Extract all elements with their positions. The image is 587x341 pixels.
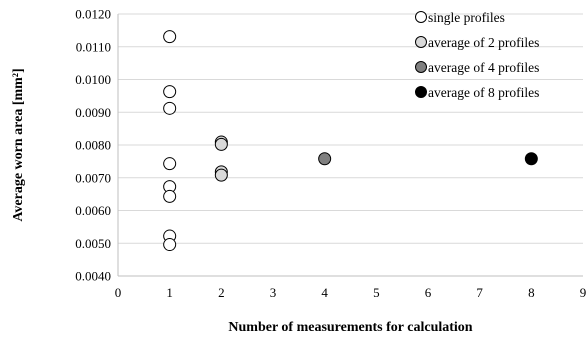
data-point-series-1	[163, 30, 177, 44]
gridlines	[118, 13, 583, 244]
y-tick-label: 0.0100	[75, 72, 111, 87]
data-points	[163, 30, 538, 252]
x-tick-label: 8	[528, 285, 535, 300]
legend-label: average of 8 profiles	[428, 85, 539, 100]
x-tick-label: 5	[373, 285, 380, 300]
y-tick-label: 0.0090	[75, 105, 111, 120]
data-point-series-1	[163, 85, 177, 99]
data-point-series-1	[163, 101, 177, 115]
legend-marker	[415, 86, 427, 98]
x-axis-title: Number of measurements for calculation	[228, 320, 472, 335]
x-tick-label: 7	[476, 285, 483, 300]
x-tick-labels: 0 1 2 3 4 5 6 7 8 9	[115, 285, 587, 300]
y-tick-label: 0.0120	[75, 7, 111, 22]
legend-label: single profiles	[428, 10, 505, 25]
data-point-series-4	[524, 152, 538, 166]
data-point-series-3	[318, 152, 332, 166]
data-point-series-1	[163, 189, 177, 203]
legend-marker	[415, 11, 427, 23]
x-tick-label: 9	[580, 285, 587, 300]
y-tick-label: 0.0080	[75, 138, 111, 153]
axes	[117, 14, 583, 277]
legend: single profiles average of 2 profiles aver…	[415, 10, 539, 100]
data-point-series-1	[163, 157, 177, 171]
x-tick-label: 2	[218, 285, 225, 300]
y-tick-labels: 0.0040 0.0050 0.0060 0.0070 0.0080 0.0090 0.01…	[75, 7, 111, 284]
x-tick-label: 6	[425, 285, 432, 300]
x-tick-label: 3	[270, 285, 277, 300]
x-tick-label: 4	[321, 285, 328, 300]
x-tick-label: 1	[166, 285, 173, 300]
y-tick-label: 0.0110	[76, 39, 111, 54]
legend-marker	[415, 61, 427, 73]
data-point-series-2	[214, 168, 228, 182]
legend-label: average of 4 profiles	[428, 60, 539, 75]
y-axis-title: Average worn area [mm²]	[11, 68, 26, 221]
y-tick-label: 0.0040	[75, 269, 111, 284]
legend-marker	[415, 36, 427, 48]
data-point-series-1	[163, 238, 177, 252]
x-tick-label: 0	[115, 285, 122, 300]
y-tick-label: 0.0060	[75, 203, 111, 218]
legend-label: average of 2 profiles	[428, 35, 539, 50]
y-tick-label: 0.0050	[75, 236, 111, 251]
y-tick-label: 0.0070	[75, 170, 111, 185]
data-point-series-2	[214, 137, 228, 151]
